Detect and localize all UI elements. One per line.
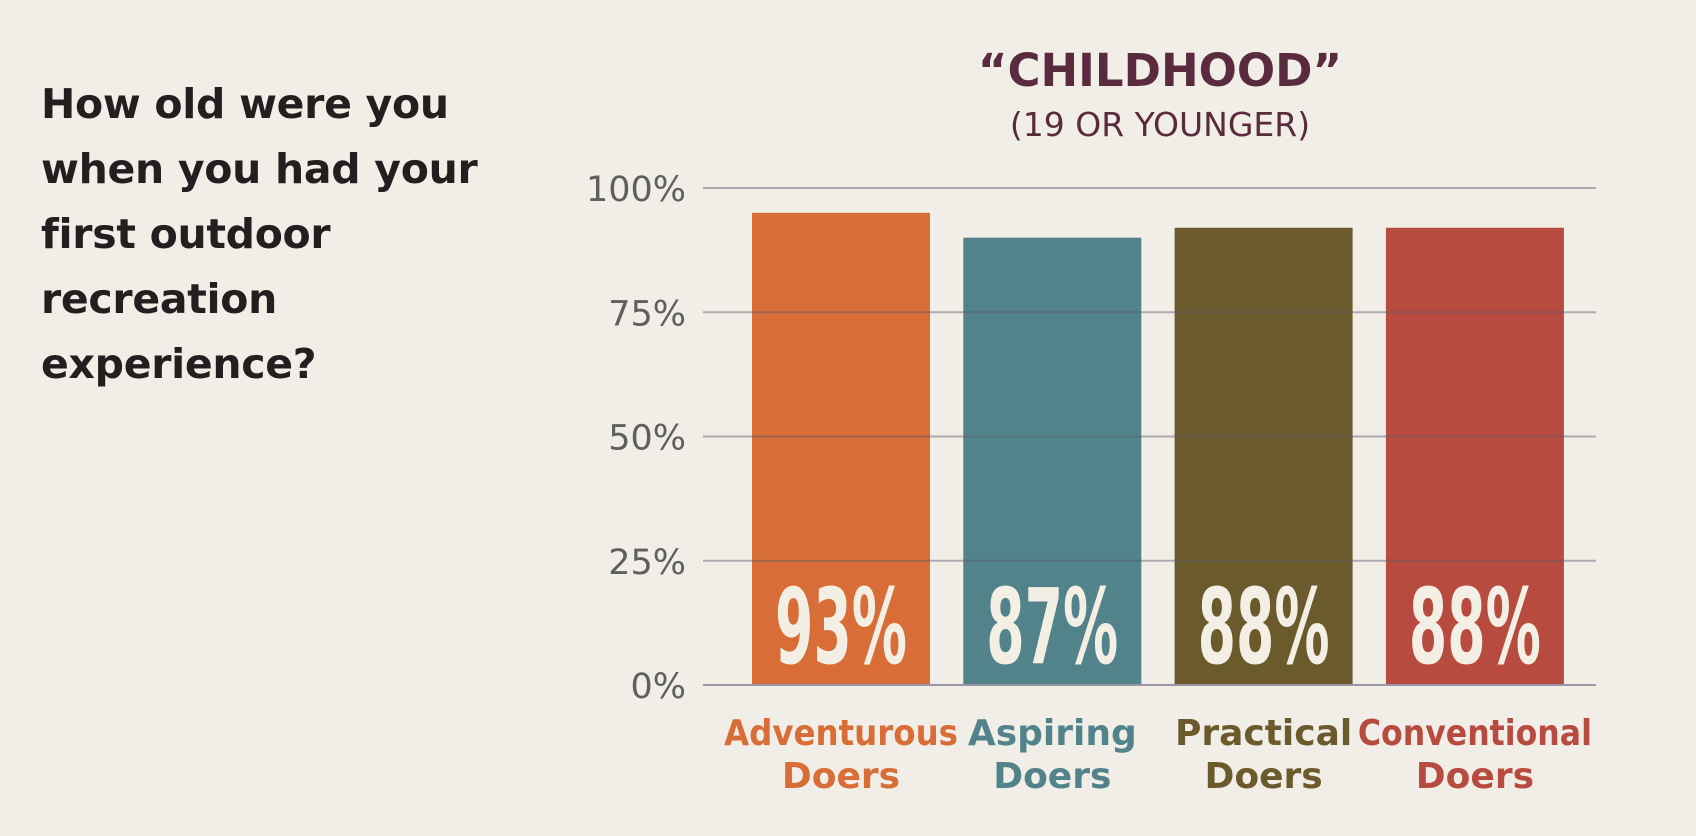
y-axis-ticks: 0% 25% 50% 75% 100% (586, 170, 686, 707)
value-label-practical: 88% (1198, 566, 1330, 688)
category-label-practical-line1: Practical (1175, 713, 1352, 754)
y-tick-label-75: 75% (608, 294, 686, 334)
value-label-conventional: 88% (1409, 566, 1541, 688)
y-tick-label-50: 50% (608, 419, 686, 459)
category-label-conventional-line2: Doers (1416, 756, 1534, 797)
category-labels: AdventurousDoersAspiringDoersPracticalDo… (724, 713, 1592, 797)
chart-title: “CHILDHOOD” (977, 44, 1343, 97)
bar-conventional (1385, 227, 1564, 685)
bars: 93% 87% 88% 88% (752, 212, 1564, 688)
value-label-aspiring: 87% (986, 566, 1118, 688)
category-label-aspiring-line2: Doers (993, 756, 1111, 797)
bar-aspiring (963, 237, 1142, 685)
chart-subtitle: (19 OR YOUNGER) (1009, 105, 1311, 144)
y-tick-label-100: 100% (586, 170, 686, 210)
category-label-practical-line2: Doers (1204, 756, 1322, 797)
value-label-adventurous: 93% (775, 566, 907, 688)
gridlines (703, 187, 1596, 686)
y-tick-label-25: 25% (608, 543, 686, 583)
survey-question: How old were you when you had your first… (41, 80, 478, 388)
y-tick-label-0: 0% (630, 667, 686, 707)
category-label-conventional-line1: Conventional (1358, 713, 1592, 754)
bar-adventurous (752, 212, 930, 685)
category-label-adventurous-line2: Doers (782, 756, 900, 797)
category-label-aspiring-line1: Aspiring (968, 713, 1137, 754)
category-label-adventurous-line1: Adventurous (724, 713, 958, 754)
bar-practical (1174, 227, 1353, 685)
